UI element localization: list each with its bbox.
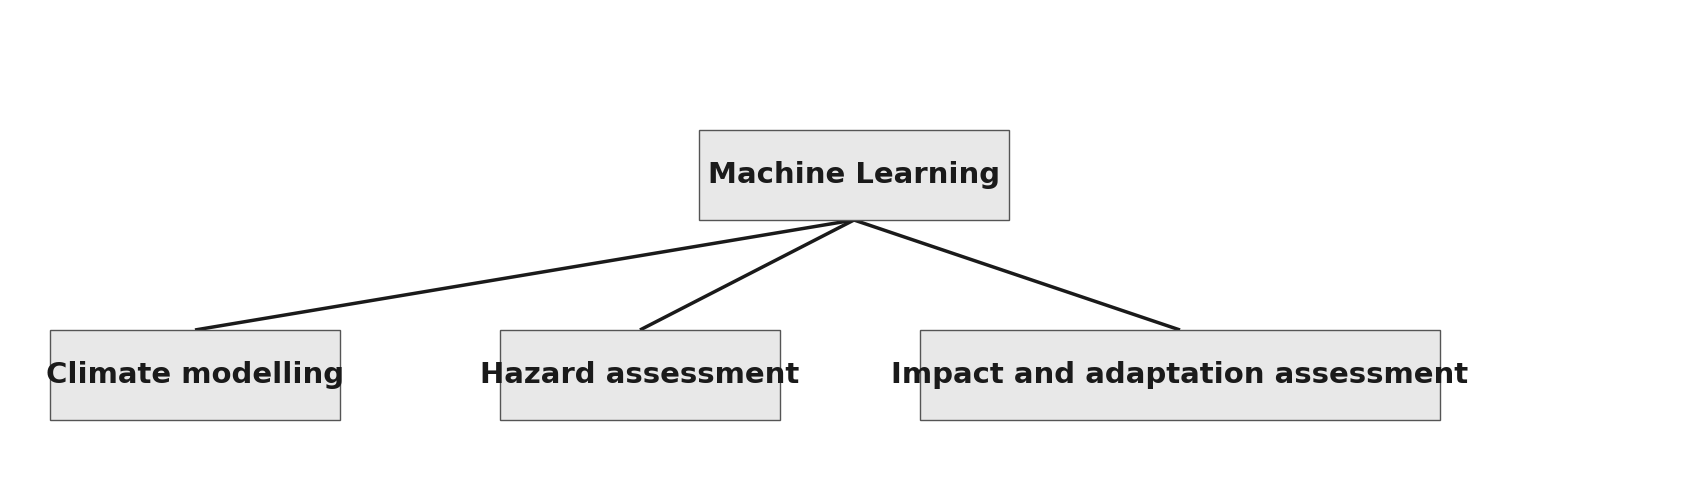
FancyBboxPatch shape [698, 130, 1009, 220]
FancyBboxPatch shape [50, 330, 340, 420]
Text: Impact and adaptation assessment: Impact and adaptation assessment [891, 361, 1468, 389]
Text: Machine Learning: Machine Learning [707, 161, 1000, 189]
FancyBboxPatch shape [500, 330, 780, 420]
Text: Hazard assessment: Hazard assessment [480, 361, 799, 389]
FancyBboxPatch shape [920, 330, 1439, 420]
Text: Climate modelling: Climate modelling [46, 361, 343, 389]
